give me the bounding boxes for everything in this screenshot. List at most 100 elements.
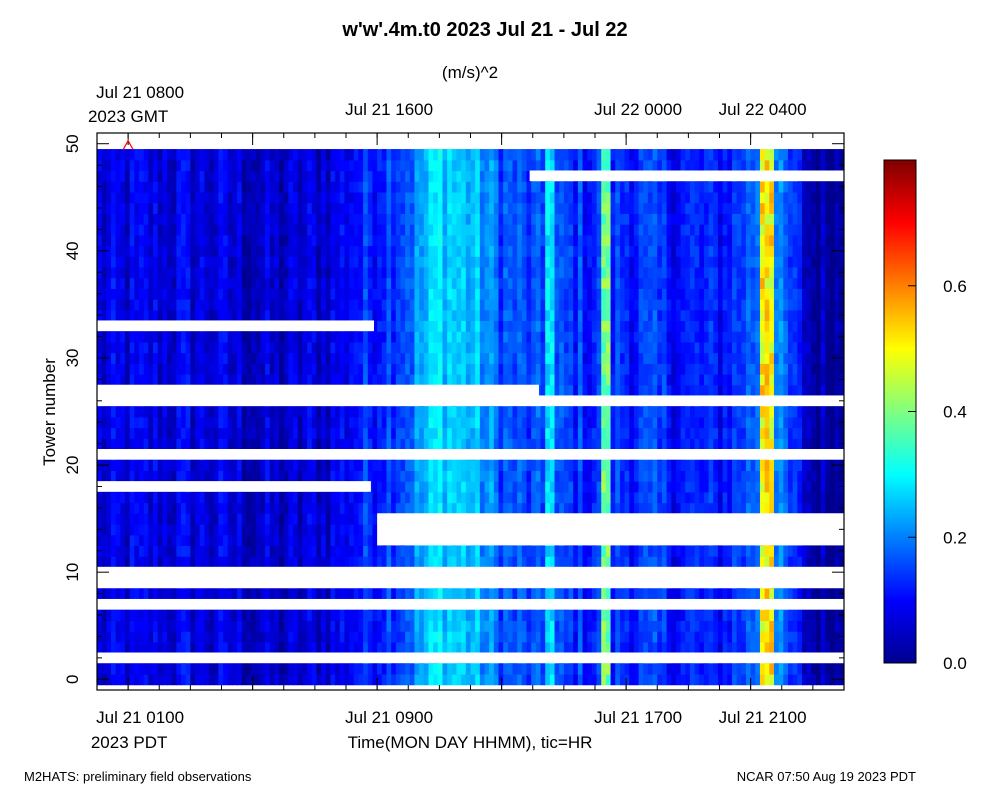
heatmap-cell: [708, 384, 714, 397]
heatmap-cell: [419, 663, 425, 675]
heatmap-cell: [680, 609, 686, 621]
heatmap-cell: [755, 384, 761, 397]
heatmap-cell: [517, 374, 523, 386]
heatmap-cell: [652, 481, 658, 493]
heatmap-cell: [493, 663, 500, 675]
heatmap-cell: [115, 534, 121, 546]
heatmap-cell: [652, 459, 658, 472]
heatmap-cell: [101, 513, 107, 525]
heatmap-cell: [176, 363, 182, 375]
heatmap-cell: [428, 374, 434, 386]
heatmap-cell: [190, 673, 196, 686]
heatmap-cell: [209, 427, 215, 439]
heatmap-cell: [610, 491, 616, 504]
heatmap-cell: [540, 620, 546, 632]
heatmap-cell: [148, 631, 154, 643]
heatmap-cell: [414, 470, 420, 482]
heatmap-cell: [442, 363, 448, 375]
heatmap-cell: [750, 641, 756, 654]
heatmap-cell: [610, 663, 616, 675]
heatmap-cell: [190, 502, 196, 514]
heatmap-cell: [503, 374, 509, 386]
heatmap-cell: [498, 416, 504, 429]
heatmap-cell: [437, 459, 444, 472]
heatmap-cell: [545, 641, 551, 654]
heatmap-cell: [461, 545, 467, 557]
heatmap-cell: [750, 481, 756, 493]
heatmap-cell: [699, 491, 705, 504]
heatmap-cell: [344, 663, 350, 675]
heatmap-cell: [475, 491, 481, 504]
heatmap-cell: [783, 545, 789, 557]
heatmap-cell: [629, 459, 635, 472]
heatmap-cell: [633, 609, 640, 621]
heatmap-cell: [512, 374, 518, 386]
heatmap-cell: [451, 556, 458, 568]
heatmap-cell: [675, 352, 682, 364]
heatmap-cell: [605, 641, 612, 654]
heatmap-cell: [493, 502, 500, 514]
heatmap-cell: [97, 513, 103, 525]
heatmap-cell: [381, 545, 388, 557]
heatmap-cell: [731, 663, 738, 675]
heatmap-cell: [232, 470, 238, 482]
heatmap-cell: [227, 470, 233, 482]
heatmap-cell: [591, 416, 598, 429]
heatmap-cell: [213, 663, 219, 675]
chart-title: w'w'.4m.t0 2023 Jul 21 - Jul 22: [341, 19, 627, 41]
heatmap-cell: [302, 641, 308, 654]
heatmap-cell: [773, 663, 780, 675]
heatmap-cell: [367, 609, 374, 621]
heatmap-cell: [115, 427, 121, 439]
heatmap-cell: [601, 374, 607, 386]
heatmap-cell: [199, 502, 205, 514]
heatmap-cell: [153, 416, 159, 429]
heatmap-cell: [167, 523, 173, 536]
heatmap-cell: [778, 470, 784, 482]
heatmap-cell: [549, 352, 556, 364]
heatmap-cell: [185, 673, 191, 686]
heatmap-cell: [475, 470, 481, 482]
heatmap-cell: [750, 438, 756, 450]
heatmap-cell: [204, 663, 210, 675]
heatmap-cell: [265, 620, 271, 632]
heatmap-cell: [708, 545, 714, 557]
heatmap-cell: [745, 427, 752, 439]
heatmap-cell: [204, 513, 210, 525]
heatmap-cell: [330, 513, 336, 525]
heatmap-cell: [297, 459, 304, 472]
heatmap-cell: [167, 631, 173, 643]
heatmap-cell: [134, 352, 140, 364]
heatmap-cell: [120, 352, 126, 364]
heatmap-cell: [792, 491, 798, 504]
heatmap-cell: [587, 545, 593, 557]
heatmap-cell: [381, 438, 388, 450]
heatmap-cell: [269, 523, 276, 536]
heatmap-cell: [694, 374, 700, 386]
heatmap-cell: [367, 663, 374, 675]
heatmap-cell: [423, 481, 430, 493]
heatmap-cell: [731, 352, 738, 364]
heatmap-cell: [507, 641, 514, 654]
heatmap-cell: [433, 673, 439, 686]
heatmap-cell: [815, 459, 822, 472]
heatmap-cell: [722, 352, 728, 364]
heatmap-cell: [797, 459, 803, 472]
heatmap-cell: [512, 502, 518, 514]
heatmap-cell: [680, 641, 686, 654]
heatmap-cell: [811, 663, 817, 675]
heatmap-cell: [685, 609, 691, 621]
heatmap-cell: [582, 416, 588, 429]
heatmap-cell: [213, 545, 219, 557]
heatmap-cell: [293, 609, 299, 621]
heatmap-cell: [167, 427, 173, 439]
heatmap-cell: [517, 491, 523, 504]
heatmap-cell: [237, 491, 243, 504]
heatmap-cell: [339, 523, 346, 536]
heatmap-cell: [391, 502, 397, 514]
heatmap-cell: [829, 427, 836, 439]
heatmap-cell: [232, 352, 238, 364]
heatmap-cell: [255, 588, 262, 600]
heatmap-cell: [204, 556, 210, 568]
heatmap-cell: [148, 502, 154, 514]
